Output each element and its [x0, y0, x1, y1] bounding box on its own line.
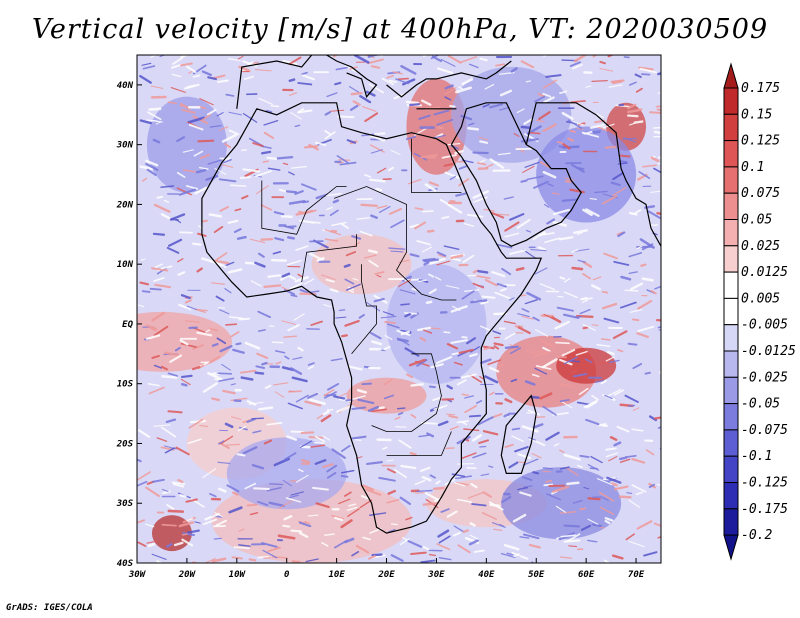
- x-tick-label: 30W: [128, 570, 147, 580]
- y-tick-label: 20N: [116, 200, 134, 210]
- colorbar-swatch: [723, 271, 739, 299]
- x-tick-label: 10E: [328, 570, 345, 580]
- colorbar-swatch: [723, 297, 739, 326]
- colorbar-label: 0.0125: [741, 265, 788, 280]
- x-tick-label: 70E: [628, 570, 645, 580]
- y-tick-label: 10N: [117, 260, 134, 270]
- credit-label: GrADS: IGES/COLA: [6, 603, 93, 613]
- colorbar-swatch: [723, 482, 739, 510]
- y-tick-label: 10S: [117, 380, 134, 390]
- colorbar-label: 0.05: [741, 213, 772, 228]
- x-tick-label: 0: [284, 570, 290, 580]
- colorbar-swatch: [723, 403, 739, 431]
- map-title: Vertical velocity [m/s] at 400hPa, VT: 2…: [31, 14, 769, 45]
- colorbar-swatch: [723, 508, 739, 536]
- colorbar-label: -0.075: [741, 423, 788, 438]
- x-axis-ticks: 30W 20W 10W 0 10E 20E 30E 40E 50E 60E 70E: [128, 558, 645, 580]
- colorbar-swatch: [723, 376, 739, 405]
- colorbar-top-arrow: [723, 62, 739, 89]
- x-tick-label: 50E: [528, 570, 545, 580]
- y-tick-label: 20S: [116, 439, 134, 449]
- x-tick-label: 20E: [377, 570, 395, 580]
- colorbar-label: 0.1: [741, 160, 764, 175]
- colorbar-bottom-arrow: [723, 534, 739, 561]
- x-tick-label: 30E: [427, 570, 445, 580]
- x-tick-label: 60E: [578, 570, 595, 580]
- colorbar-label: -0.2: [741, 528, 772, 543]
- y-tick-label: 40N: [117, 81, 134, 91]
- colorbar-swatch: [723, 324, 739, 352]
- colorbar-swatch: [723, 245, 739, 273]
- x-tick-label: 40E: [478, 570, 495, 580]
- colorbar-label: 0.075: [741, 186, 780, 201]
- x-tick-label: 20W: [178, 570, 197, 580]
- colorbar-label: 0.025: [741, 239, 780, 254]
- colorbar-label: -0.175: [741, 502, 788, 517]
- colorbar-swatch: [723, 192, 739, 220]
- y-tick-label: 40S: [117, 559, 134, 569]
- colorbar-label: 0.175: [741, 81, 780, 96]
- y-tick-label: 30N: [116, 141, 134, 151]
- colorbar-swatch: [723, 166, 739, 194]
- velocity-field: [137, 55, 661, 563]
- colorbar-swatch: [723, 219, 739, 247]
- colorbar: 0.175 0.15 0.125 0.1 0.075 0.05 0.025 0.0125 0.0…: [723, 62, 796, 561]
- colorbar-label: -0.125: [741, 476, 788, 491]
- colorbar-label: -0.025: [741, 370, 788, 385]
- x-tick-label: 10W: [229, 570, 247, 580]
- colorbar-swatch: [723, 87, 739, 115]
- colorbar-swatch: [723, 429, 739, 457]
- colorbar-swatch: [723, 113, 739, 142]
- y-tick-label: EQ: [122, 320, 133, 330]
- colorbar-label: -0.1: [741, 449, 772, 464]
- coastlines-borders: [201, 55, 661, 534]
- colorbar-label: -0.005: [741, 318, 788, 333]
- colorbar-label: 0.125: [741, 134, 780, 149]
- y-axis-ticks: 40N 30N 20N 10N EQ 10S 20S 30S 40S: [116, 81, 142, 569]
- colorbar-label: 0.005: [741, 291, 780, 306]
- y-tick-label: 30S: [116, 499, 134, 509]
- colorbar-swatch: [723, 455, 739, 484]
- colorbar-swatch: [723, 350, 739, 378]
- colorbar-label: 0.15: [741, 107, 772, 122]
- colorbar-label: -0.05: [741, 397, 780, 412]
- colorbar-swatch: [723, 140, 739, 168]
- colorbar-label: -0.0125: [741, 344, 796, 359]
- map-frame: [136, 54, 662, 564]
